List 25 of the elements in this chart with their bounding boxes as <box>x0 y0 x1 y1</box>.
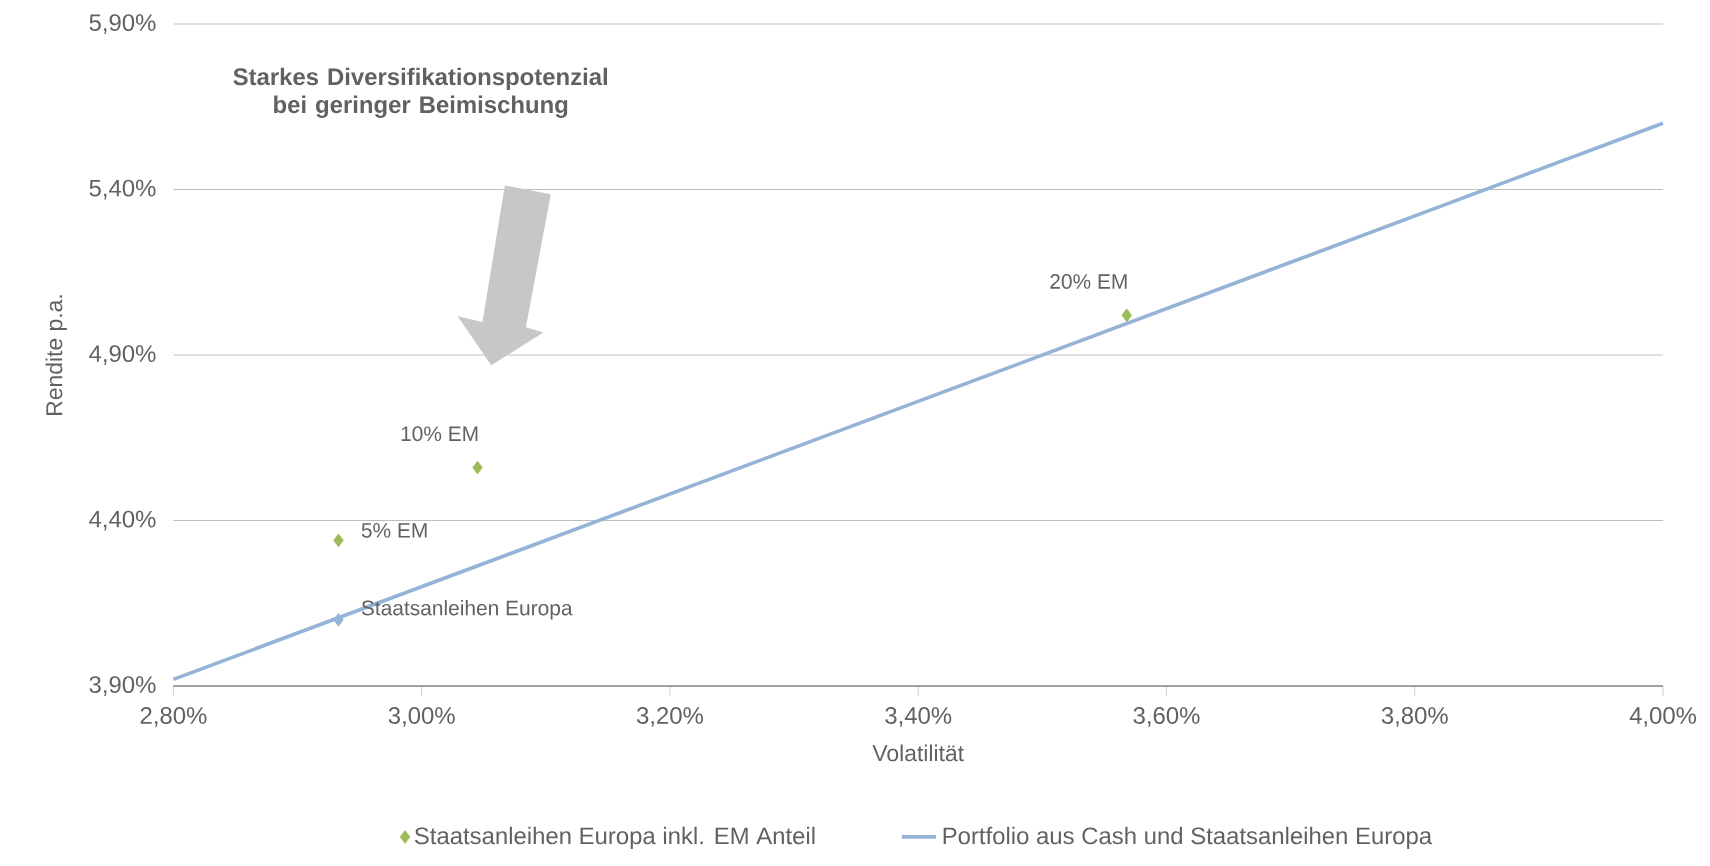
annotation: 20% EM <box>1050 274 1127 289</box>
x-axis-title: Volatilität <box>872 744 964 762</box>
point <box>333 533 344 548</box>
x-tick-label: 2,80% <box>140 707 207 727</box>
point <box>1121 308 1132 323</box>
legend-label: Portfolio aus Cash und Staatsanleihen Europa <box>943 826 1433 850</box>
y-tick-label: 4,40% <box>89 510 156 531</box>
legend-label: Staatsanleihen Europa inkl. EM Anteil <box>414 826 815 850</box>
x-tick-label: 3,80% <box>1381 707 1448 727</box>
x-tick-label: 3,40% <box>885 707 952 727</box>
x-tick-label: 3,20% <box>636 707 703 727</box>
annotation: 5% EM <box>361 523 427 538</box>
x-tick-label: 4,00% <box>1629 707 1697 727</box>
y-tick-label: 5,90% <box>89 14 156 34</box>
point <box>333 613 344 627</box>
y-tick-label: 3,90% <box>89 676 156 696</box>
y-tick-label: 4,90% <box>89 345 156 365</box>
annotation: Starkes Diversifikationspotenzial bei geringer Beimischung <box>233 67 607 118</box>
annotation: Staatsanleihen Europa <box>361 600 573 620</box>
y-axis-title: Rendite p.a. <box>45 295 67 415</box>
x-tick-label: 3,00% <box>388 707 455 727</box>
x-tick-label: 3,60% <box>1133 707 1200 727</box>
point <box>472 460 483 475</box>
y-tick-label: 5,40% <box>89 179 156 200</box>
annotation: 10% EM <box>401 426 478 442</box>
